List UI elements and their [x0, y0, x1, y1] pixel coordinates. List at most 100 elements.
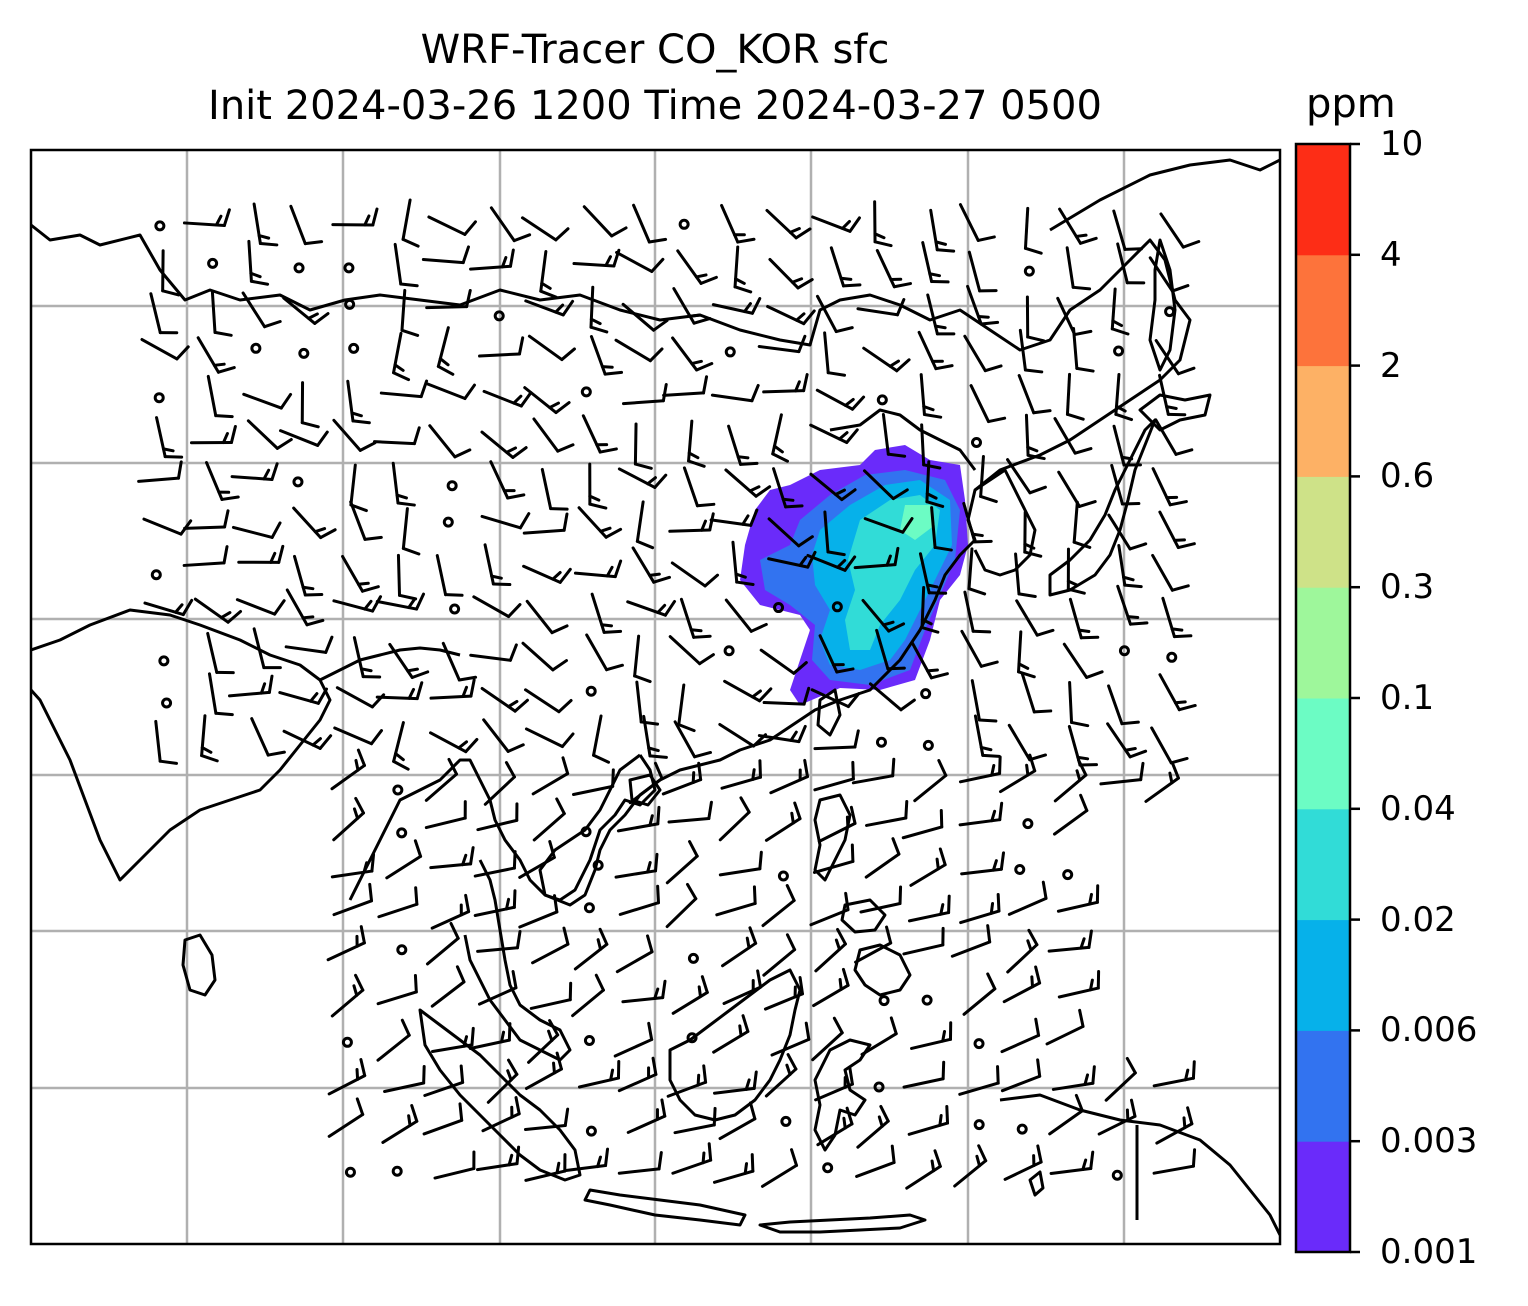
wind-barb — [815, 294, 854, 334]
wind-barb-calm — [583, 902, 595, 914]
wind-barb — [757, 724, 807, 744]
wind-barb — [813, 760, 855, 792]
wind-barb — [285, 588, 325, 627]
wind-barb-calm — [831, 601, 843, 613]
wind-barb — [1015, 599, 1055, 637]
wind-barb — [1017, 630, 1036, 679]
wind-barb — [958, 1065, 1000, 1096]
wind-barb-calm — [920, 688, 932, 700]
wind-barb — [859, 885, 903, 914]
wind-barb — [910, 1021, 953, 1050]
wind-barb — [524, 1153, 567, 1182]
wind-barb — [137, 460, 183, 483]
wind-barb — [679, 597, 712, 639]
colorbar-segment — [1296, 698, 1350, 810]
wind-barb — [919, 373, 943, 419]
wind-barb — [524, 727, 575, 749]
wind-barb — [868, 682, 916, 712]
wind-barb — [522, 512, 569, 535]
wind-barb-calm — [1022, 818, 1034, 830]
wind-barb — [765, 208, 812, 240]
wind-barb — [967, 250, 998, 293]
wind-barb — [733, 245, 753, 294]
wind-barb — [284, 635, 334, 654]
wind-barb — [865, 800, 909, 827]
wind-barb — [278, 429, 329, 447]
wind-barb — [482, 389, 533, 408]
wind-barb — [918, 552, 948, 595]
wind-barb — [476, 802, 519, 832]
wind-barb — [237, 544, 285, 564]
wind-barb — [812, 967, 850, 1008]
colorbar-segment — [1296, 254, 1350, 367]
wind-barb — [718, 1101, 757, 1141]
wind-barb — [293, 554, 324, 597]
coastline-java — [583, 1188, 747, 1227]
wind-barb — [873, 200, 893, 248]
wind-barb — [523, 386, 571, 415]
wind-barb — [909, 847, 947, 887]
wind-barb — [1051, 1065, 1096, 1091]
wind-barb — [573, 559, 623, 579]
coastline-korea — [973, 468, 1037, 577]
wind-barb — [626, 1098, 667, 1134]
colorbar-tick-label: 0.04 — [1380, 788, 1456, 829]
wind-barb-calm — [1023, 265, 1035, 277]
wind-barb — [424, 800, 467, 830]
wind-barb-calm — [449, 603, 461, 615]
wind-barb — [332, 595, 383, 613]
wind-barb — [246, 419, 293, 450]
wind-barb — [1158, 510, 1196, 550]
wind-barb — [200, 714, 219, 763]
wind-barb — [527, 1019, 560, 1064]
wind-barb — [436, 326, 455, 376]
wind-barb — [642, 714, 668, 759]
wind-barb — [1154, 339, 1196, 376]
wind-barb — [633, 422, 653, 470]
wind-barb — [856, 298, 906, 317]
colorbar-segment — [1296, 587, 1350, 699]
wind-barb — [910, 641, 949, 680]
wind-barb — [1161, 596, 1193, 639]
wind-barb — [435, 554, 464, 597]
wind-barb — [483, 543, 512, 587]
wind-barb-calm — [724, 346, 736, 358]
wind-barb — [476, 929, 522, 953]
wind-barb — [346, 379, 371, 425]
wind-barb — [969, 384, 1007, 424]
wind-barb — [816, 1106, 854, 1147]
wind-barb — [377, 886, 419, 919]
wind-barb — [424, 757, 458, 802]
wind-barb — [762, 686, 811, 706]
wind-barb — [1018, 328, 1044, 374]
wind-barb — [864, 837, 901, 879]
title-line-2: Init 2024-03-26 1200 Time 2024-03-27 050… — [208, 83, 1102, 129]
wind-barb-calm — [493, 310, 505, 322]
wind-barb — [352, 636, 382, 679]
wind-barb — [282, 729, 333, 750]
wind-barb — [1000, 1058, 1042, 1093]
wind-barb — [768, 257, 814, 290]
coastline-kamchatka-side — [1049, 158, 1280, 232]
wind-barb — [811, 1016, 844, 1062]
wind-barb — [815, 388, 866, 411]
wind-barb — [1049, 1150, 1095, 1175]
colorbar-segment — [1296, 919, 1350, 1031]
wind-barb — [1057, 970, 1101, 999]
wind-barb — [1053, 417, 1093, 455]
wind-barb — [875, 628, 906, 671]
wind-barb — [207, 672, 234, 717]
wind-barb — [712, 1014, 750, 1054]
wind-barb — [349, 463, 368, 513]
wind-barb — [429, 731, 479, 754]
wind-barb — [205, 461, 240, 501]
wind-barb — [618, 884, 660, 916]
wind-barb — [330, 853, 376, 879]
wind-barb — [527, 334, 576, 362]
wind-barb — [588, 462, 608, 510]
wind-barb — [1056, 296, 1093, 337]
wind-barb — [423, 1064, 465, 1097]
wind-barb — [1068, 597, 1100, 640]
wind-barb — [481, 1096, 521, 1133]
